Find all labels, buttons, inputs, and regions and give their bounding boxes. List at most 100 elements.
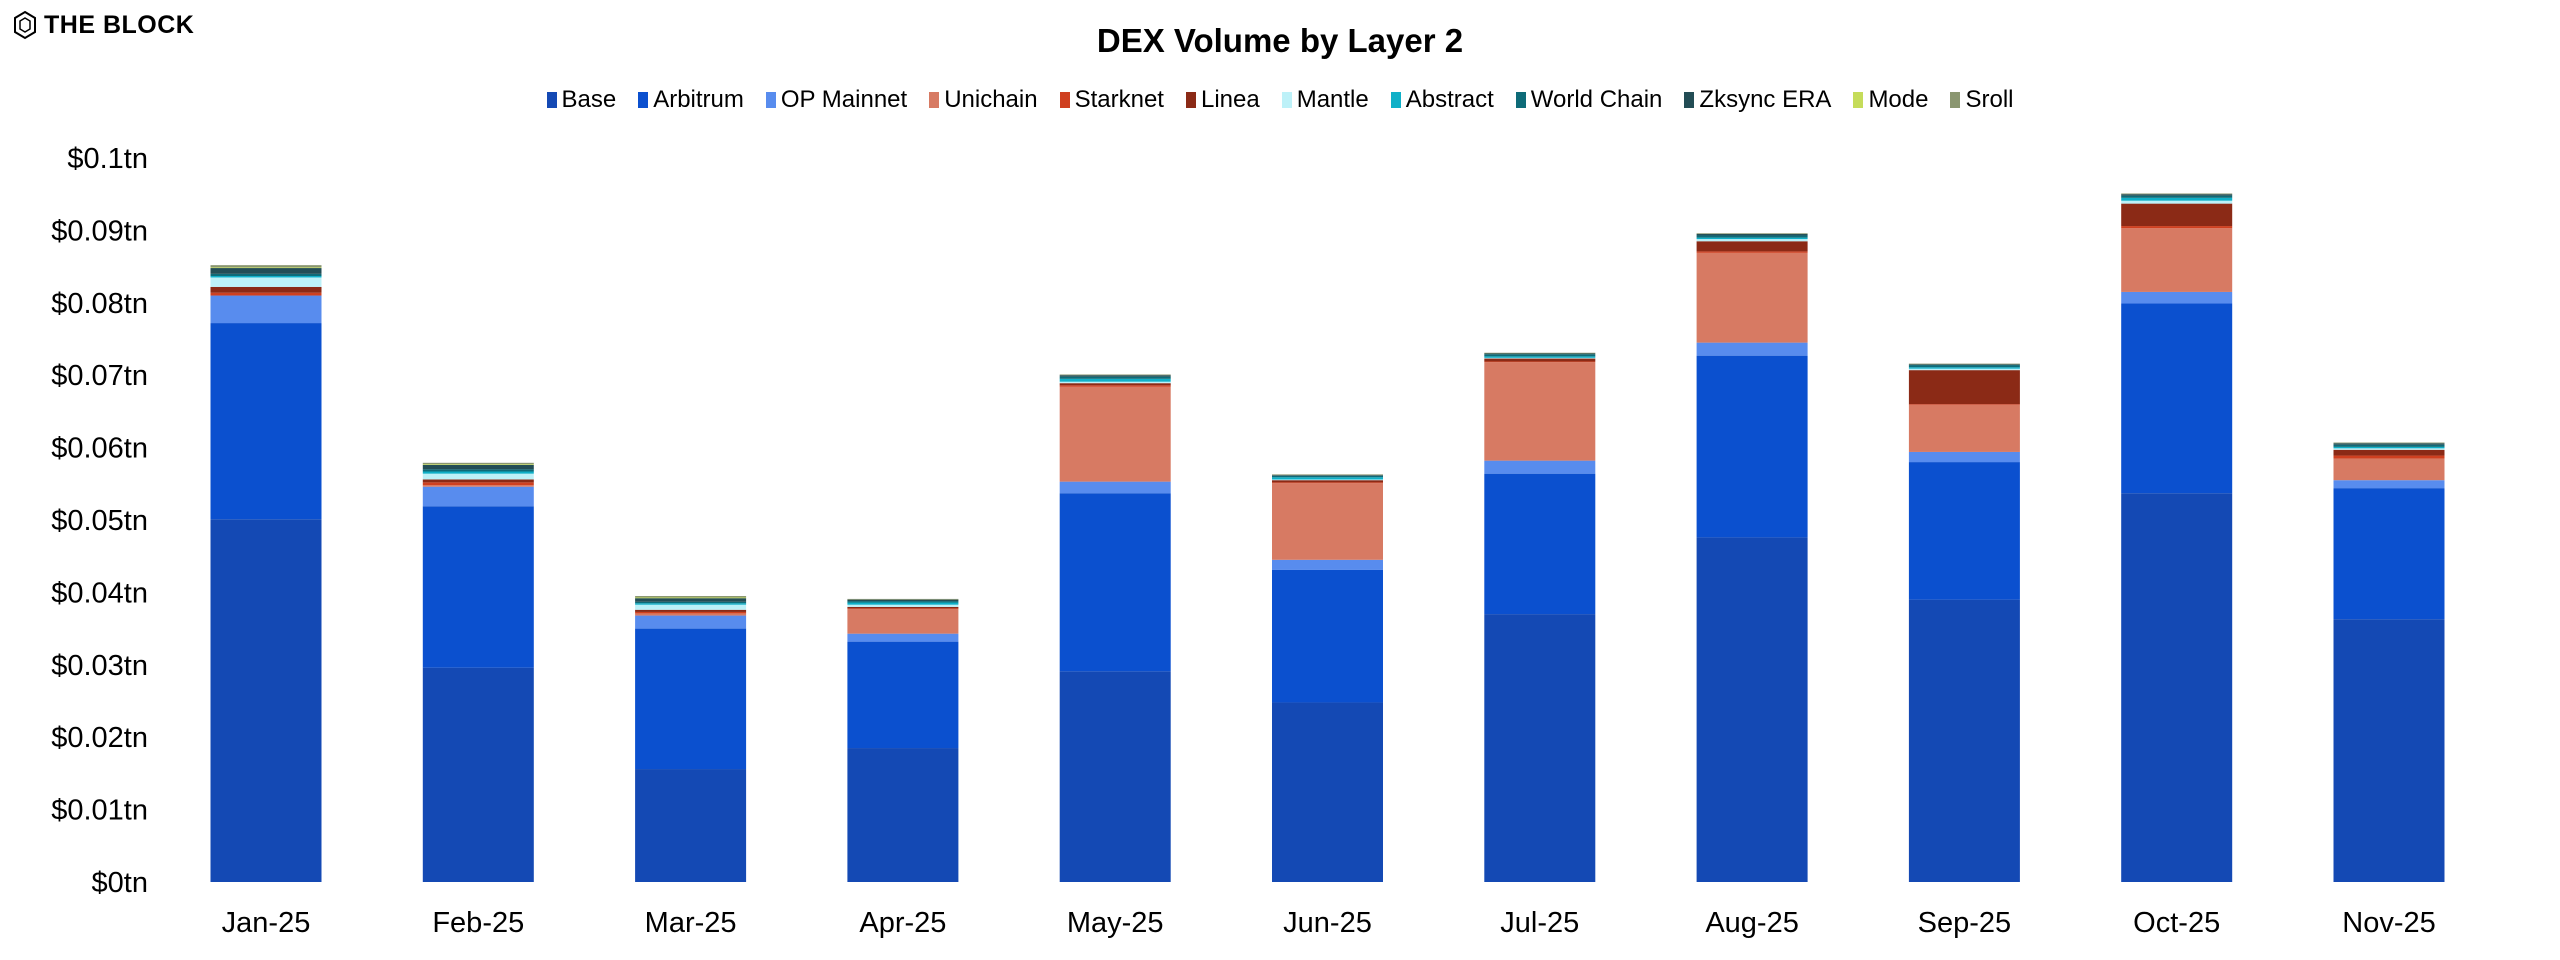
the-block-logo: THE BLOCK	[12, 10, 194, 40]
bar-segment-sroll	[210, 265, 322, 268]
bar-segment-linea	[1059, 383, 1171, 386]
bar-segment-mantle	[210, 277, 322, 287]
bar-segment-abstract	[1484, 356, 1596, 358]
bar-segment-mantle	[1908, 368, 2020, 371]
bar-segment-unichain	[847, 609, 959, 634]
legend-item: Zksync ERA	[1684, 86, 1831, 114]
bar-segment-mantle	[847, 604, 959, 607]
legend-swatch	[638, 92, 649, 108]
bar-segment-arbitrum	[1272, 569, 1383, 703]
bar-segment-mantle	[2121, 200, 2233, 204]
bar-segment-starknet	[1696, 251, 1808, 253]
bar-segment-op-mainnet	[210, 295, 322, 324]
bar-segment-base	[1059, 671, 1171, 882]
bar-segment-sroll	[422, 462, 534, 465]
legend-swatch	[1390, 92, 1401, 108]
bar-segment-mode	[635, 597, 747, 599]
y-tick-label: $0.08tn	[51, 288, 148, 320]
bar-segment-mantle	[1484, 357, 1596, 359]
bar-segment-abstract	[210, 276, 322, 278]
bar-segment-starknet	[1272, 482, 1383, 484]
bar-segment-unichain	[2121, 228, 2233, 292]
legend-item: Mode	[1853, 86, 1928, 114]
legend-swatch	[929, 92, 940, 108]
y-tick-label: $0.1tn	[67, 143, 148, 175]
legend-label: Abstract	[1405, 86, 1494, 113]
legend-item: Abstract	[1390, 86, 1494, 114]
y-tick-label: $0.07tn	[51, 360, 148, 392]
x-tick-label: Nov-25	[2342, 907, 2436, 939]
legend-label: Starknet	[1074, 86, 1164, 113]
bar-segment-starknet	[422, 482, 534, 486]
y-tick-label: $0.06tn	[51, 433, 148, 465]
legend-label: Base	[561, 86, 617, 113]
legend: Base Arbitrum OP Mainnet Unichain Starknet Li…	[0, 86, 2560, 114]
cube-logo-icon	[14, 10, 36, 40]
bar-segment-op-mainnet	[635, 615, 747, 629]
chart-title: DEX Volume by Layer 2	[1096, 22, 1464, 59]
x-tick-label: Mar-25	[645, 907, 737, 939]
legend-swatch	[1684, 92, 1695, 108]
bar-segment-base	[635, 769, 747, 882]
bar-segment-starknet	[1059, 385, 1171, 387]
bar-segment-starknet	[2333, 455, 2445, 459]
bar-segment-sroll	[1484, 352, 1596, 354]
bar-segment-arbitrum	[1484, 473, 1596, 615]
x-tick-label: Sep-25	[1918, 907, 2012, 939]
bar-segment-sroll	[1272, 474, 1383, 476]
legend-label: World Chain	[1530, 86, 1663, 113]
x-tick-label: Oct-25	[2133, 907, 2220, 939]
bar-segment-mode	[422, 464, 534, 465]
bar-segment-base	[422, 667, 534, 882]
x-tick-label: Jan-25	[222, 907, 311, 939]
legend-item: OP Mainnet	[765, 86, 908, 114]
bar-segment-base	[2333, 619, 2445, 882]
legend-swatch	[1059, 92, 1070, 108]
x-tick-label: Aug-25	[1705, 907, 1799, 939]
bar-segment-op-mainnet	[1908, 451, 2020, 463]
legend-swatch	[1185, 92, 1196, 108]
y-tick-label: $0.04tn	[51, 577, 148, 609]
bar-segment-unichain	[2333, 458, 2445, 481]
bar-segment-world-chain	[1908, 365, 2020, 368]
bar-segment-abstract	[1696, 237, 1808, 240]
legend-label: Arbitrum	[653, 86, 744, 113]
x-tick-label: Apr-25	[859, 907, 946, 939]
bar-segment-base	[1272, 702, 1383, 882]
bar-segment-zksync-era	[1696, 234, 1808, 236]
bar-segment-abstract	[847, 602, 959, 605]
bar-segment-op-mainnet	[2333, 480, 2445, 489]
bar-segment-base	[1696, 537, 1808, 882]
legend-swatch	[546, 92, 557, 108]
bar-segment-linea	[847, 606, 959, 609]
bar-segment-linea	[1484, 358, 1596, 362]
bar-segment-linea	[2333, 449, 2445, 456]
y-tick-label: $0.09tn	[51, 215, 148, 247]
bar-segment-mantle	[1272, 479, 1383, 481]
bar-segment-arbitrum	[422, 506, 534, 668]
bar-segment-mantle	[1059, 381, 1171, 384]
bar-segment-sroll	[847, 598, 959, 600]
bar-segment-sroll	[2333, 442, 2445, 444]
legend-item: Arbitrum	[638, 86, 744, 114]
bar-segment-zksync-era	[1484, 353, 1596, 355]
bar-segment-arbitrum	[635, 628, 747, 770]
legend-label: Sroll	[1965, 86, 2014, 113]
y-tick-label: $0.02tn	[51, 722, 148, 754]
bar-segment-linea	[635, 609, 747, 612]
bar-segment-abstract	[1059, 378, 1171, 382]
legend-label: OP Mainnet	[780, 86, 908, 113]
bar-segment-arbitrum	[1908, 462, 2020, 600]
bar-segment-op-mainnet	[1484, 460, 1596, 474]
bar-segment-unichain	[1908, 404, 2020, 452]
bar-segment-zksync-era	[1908, 364, 2020, 366]
bar-segment-mantle	[635, 604, 747, 610]
legend-label: Zksync ERA	[1699, 86, 1832, 113]
bar-segment-base	[847, 748, 959, 882]
bar-segment-world-chain	[2121, 195, 2233, 198]
bar-segment-zksync-era	[635, 598, 747, 602]
bar-segment-base	[1484, 614, 1596, 882]
bar-segment-op-mainnet	[2121, 291, 2233, 304]
bar-segment-mantle	[422, 473, 534, 480]
y-tick-label: $0.05tn	[51, 505, 148, 537]
